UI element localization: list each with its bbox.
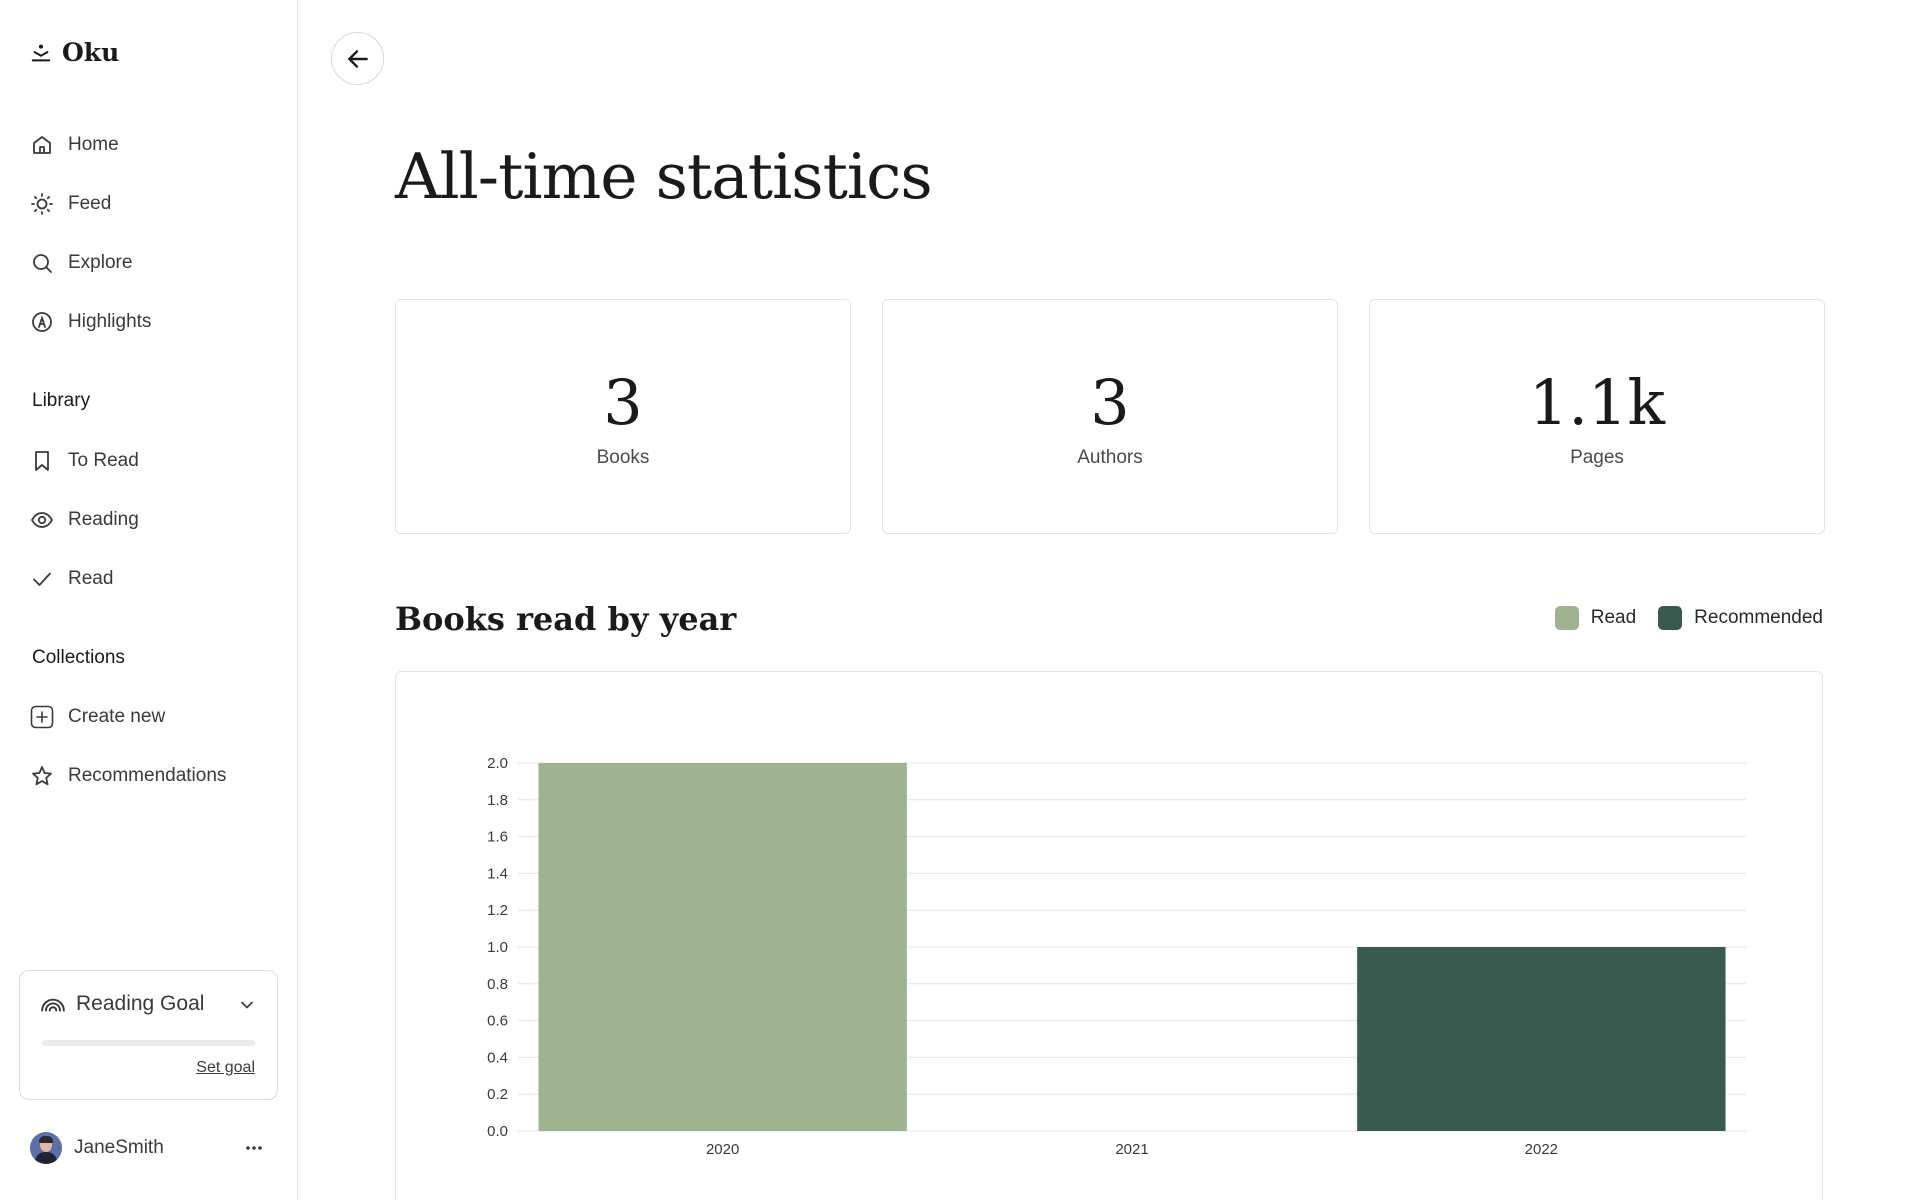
- y-tick-label: 1.6: [487, 829, 508, 846]
- bookmark-icon: [35, 451, 49, 471]
- y-tick-label: 1.2: [487, 902, 508, 919]
- stat-card-pages: 1.1k Pages: [1369, 299, 1825, 534]
- sidebar-item-to-read[interactable]: To Read: [30, 443, 139, 479]
- sun-icon: [31, 193, 53, 215]
- sidebar-item-explore[interactable]: Explore: [30, 245, 132, 281]
- stat-value: 3: [1090, 366, 1130, 439]
- sidebar-item-label: Create new: [68, 706, 166, 727]
- search-icon: [33, 254, 52, 273]
- oku-logo-icon: [31, 44, 51, 61]
- sidebar-item-label: Reading: [68, 509, 139, 530]
- reading-goal-card: Reading Goal Set goal: [19, 970, 278, 1100]
- sidebar-item-label: Home: [68, 134, 119, 155]
- back-button[interactable]: [331, 32, 384, 85]
- stat-label: Books: [596, 447, 650, 468]
- collections-section-title: Collections: [32, 647, 125, 668]
- chart-card: 0.0 0.2 0.4 0.6 0.8 1.0 1.2 1.4 1.6 1.8 2.0 2020 202…: [395, 671, 1823, 1200]
- legend-item-read[interactable]: Read: [1554, 606, 1637, 630]
- legend-swatch-recommended: [1658, 606, 1683, 630]
- reading-goal-header[interactable]: Reading Goal: [40, 991, 204, 1017]
- chart-title: Books read by year: [395, 600, 737, 638]
- x-tick-label: 2020: [706, 1141, 739, 1158]
- chart-legend: Read Recommended: [1554, 606, 1823, 630]
- legend-label: Recommended: [1694, 607, 1823, 628]
- y-tick-label: 1.4: [487, 865, 508, 882]
- avatar: [30, 1132, 62, 1164]
- stat-label: Authors: [1077, 447, 1143, 468]
- sidebar-item-recommendations[interactable]: Recommendations: [30, 758, 226, 794]
- sidebar-item-read[interactable]: Read: [30, 561, 113, 597]
- page-title: All-time statistics: [395, 140, 933, 213]
- username: JaneSmith: [74, 1137, 164, 1158]
- stat-value: 3: [603, 366, 643, 439]
- legend-item-recommended[interactable]: Recommended: [1658, 606, 1823, 630]
- sidebar-item-create-new[interactable]: Create new: [30, 699, 165, 735]
- brand[interactable]: Oku: [30, 38, 119, 67]
- plus-square-icon: [30, 705, 54, 729]
- stat-card-authors: 3 Authors: [882, 299, 1338, 534]
- legend-swatch-read: [1554, 606, 1579, 630]
- bar-read-2020: [538, 763, 907, 1131]
- x-tick-label: 2022: [1525, 1141, 1558, 1158]
- x-tick-label: 2021: [1115, 1141, 1148, 1158]
- sidebar-item-label: To Read: [68, 450, 139, 471]
- sidebar-item-feed[interactable]: Feed: [30, 186, 111, 222]
- stat-label: Pages: [1570, 447, 1624, 468]
- arrow-left-icon: [347, 49, 368, 68]
- sidebar-item-label: Highlights: [68, 311, 152, 332]
- star-icon: [32, 766, 52, 786]
- brand-name: Oku: [62, 38, 120, 67]
- eye-icon: [30, 512, 54, 528]
- sidebar-item-home[interactable]: Home: [30, 127, 119, 163]
- user-menu[interactable]: JaneSmith: [30, 1131, 266, 1165]
- y-tick-label: 1.8: [487, 792, 508, 809]
- sidebar-item-highlights[interactable]: Highlights: [30, 304, 151, 340]
- sidebar: Oku Home Feed Explore Highlights Library…: [0, 0, 298, 1200]
- bar-recommended-2022: [1357, 947, 1726, 1131]
- legend-label: Read: [1590, 607, 1637, 628]
- chevron-down-icon[interactable]: [237, 995, 257, 1015]
- y-tick-label: 0.4: [487, 1049, 508, 1066]
- y-tick-label: 2.0: [487, 755, 508, 772]
- sidebar-item-label: Explore: [68, 252, 133, 273]
- y-tick-label: 0.2: [487, 1086, 508, 1103]
- set-goal-link[interactable]: Set goal: [196, 1059, 255, 1076]
- y-tick-label: 0.6: [487, 1013, 508, 1030]
- y-tick-label: 1.0: [487, 939, 508, 956]
- highlight-icon: [32, 312, 52, 332]
- bar-chart: 0.0 0.2 0.4 0.6 0.8 1.0 1.2 1.4 1.6 1.8 2.0 2020 202…: [487, 755, 1746, 1158]
- rainbow-icon: [41, 998, 65, 1012]
- sidebar-item-label: Feed: [68, 193, 112, 214]
- reading-goal-progress-bar: [42, 1040, 255, 1046]
- more-options-icon[interactable]: [242, 1136, 266, 1160]
- stat-card-books: 3 Books: [395, 299, 851, 534]
- sidebar-item-label: Recommendations: [68, 765, 227, 786]
- y-tick-label: 0.0: [487, 1123, 508, 1140]
- sidebar-item-label: Read: [68, 568, 114, 589]
- stat-value: 1.1k: [1528, 366, 1666, 439]
- library-section-title: Library: [32, 390, 91, 411]
- check-icon: [33, 572, 51, 586]
- y-tick-label: 0.8: [487, 976, 508, 993]
- reading-goal-title: Reading Goal: [76, 992, 205, 1015]
- sidebar-item-reading[interactable]: Reading: [30, 502, 139, 538]
- home-icon: [33, 136, 51, 154]
